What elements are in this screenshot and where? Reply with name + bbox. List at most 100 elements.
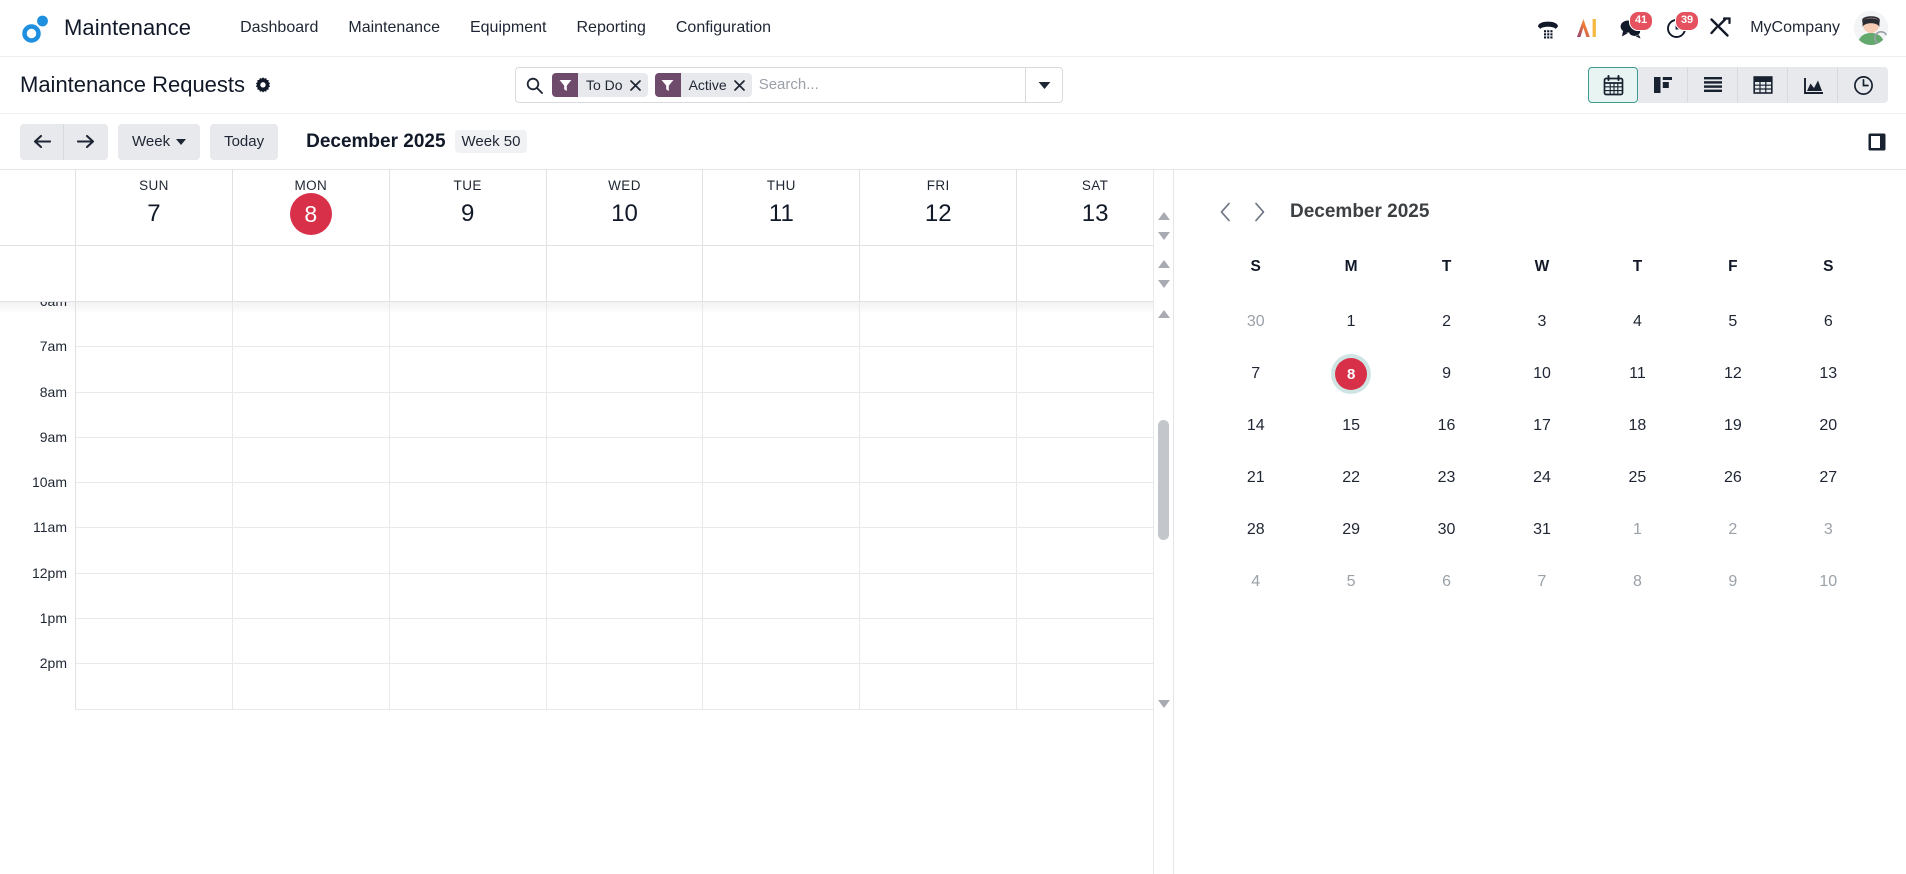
- day-header-thu[interactable]: THU 11: [703, 170, 861, 245]
- time-slot[interactable]: [860, 664, 1017, 710]
- close-icon[interactable]: [733, 79, 752, 91]
- time-slot[interactable]: [703, 393, 860, 438]
- all-day-cell-sun[interactable]: [76, 246, 233, 301]
- mini-day[interactable]: 29: [1342, 521, 1361, 538]
- mini-day[interactable]: 28: [1246, 521, 1265, 538]
- mini-day[interactable]: 22: [1342, 469, 1361, 486]
- time-slot[interactable]: [1017, 619, 1173, 665]
- time-slot[interactable]: [1017, 528, 1173, 574]
- mini-day[interactable]: 27: [1819, 469, 1838, 486]
- view-kanban[interactable]: [1638, 67, 1688, 103]
- nav-equipment[interactable]: Equipment: [469, 19, 547, 36]
- time-slot[interactable]: [860, 483, 1017, 529]
- voip-phone-icon[interactable]: [1528, 9, 1568, 47]
- time-slot[interactable]: [546, 574, 703, 620]
- day-column-mon[interactable]: [232, 302, 390, 710]
- time-slot[interactable]: [703, 483, 860, 529]
- mini-day[interactable]: 10: [1533, 365, 1551, 382]
- time-slot[interactable]: [703, 574, 860, 620]
- time-slot[interactable]: [546, 664, 703, 710]
- chevron-right-icon[interactable]: [1242, 195, 1276, 229]
- today-button[interactable]: Today: [210, 123, 279, 160]
- view-activity[interactable]: [1838, 67, 1888, 103]
- mini-day[interactable]: 8: [1632, 573, 1642, 590]
- time-slot[interactable]: [546, 483, 703, 529]
- time-slot[interactable]: [76, 483, 232, 529]
- view-list[interactable]: [1688, 67, 1738, 103]
- mini-day[interactable]: 24: [1533, 469, 1551, 486]
- time-slot[interactable]: [703, 438, 860, 484]
- mini-day[interactable]: 31: [1533, 521, 1551, 538]
- calendar-vertical-scrollbar[interactable]: [1153, 170, 1173, 874]
- time-slot[interactable]: [389, 347, 546, 393]
- time-slot[interactable]: [232, 302, 389, 348]
- all-day-cell-wed[interactable]: [547, 246, 704, 301]
- time-slot[interactable]: [232, 347, 389, 393]
- time-slot[interactable]: [703, 302, 860, 348]
- all-day-cell-thu[interactable]: [703, 246, 861, 301]
- scrollbar-thumb[interactable]: [1158, 420, 1169, 540]
- time-slot[interactable]: [1017, 664, 1173, 710]
- filter-facet-active[interactable]: Active: [654, 73, 752, 97]
- mini-day[interactable]: 30: [1246, 313, 1265, 330]
- ai-icon[interactable]: [1568, 9, 1608, 47]
- all-day-cell-sat[interactable]: [1017, 246, 1173, 301]
- time-slot[interactable]: [232, 393, 389, 438]
- view-graph[interactable]: [1788, 67, 1838, 103]
- company-switcher[interactable]: MyCompany: [1750, 19, 1840, 36]
- nav-reporting[interactable]: Reporting: [576, 19, 646, 36]
- odoo-logo-icon[interactable]: [20, 11, 54, 45]
- mini-day[interactable]: 12: [1723, 365, 1742, 382]
- time-slot[interactable]: [546, 347, 703, 393]
- gear-icon[interactable]: [254, 76, 272, 94]
- scroll-down-arrow[interactable]: [1158, 700, 1170, 708]
- time-slot[interactable]: [1017, 438, 1173, 484]
- time-slot[interactable]: [703, 528, 860, 574]
- mini-day[interactable]: 16: [1437, 417, 1456, 434]
- mini-day[interactable]: 19: [1723, 417, 1742, 434]
- mini-day[interactable]: 3: [1537, 313, 1547, 330]
- day-header-sun[interactable]: SUN 7: [76, 170, 233, 245]
- nav-configuration[interactable]: Configuration: [675, 19, 772, 36]
- time-slot[interactable]: [232, 619, 389, 665]
- time-slot[interactable]: [389, 619, 546, 665]
- arrow-left-icon[interactable]: [20, 123, 64, 160]
- scroll-up-arrow[interactable]: [1158, 212, 1170, 220]
- maintenance-tools-icon[interactable]: [1700, 9, 1740, 47]
- mini-day[interactable]: 5: [1728, 313, 1738, 330]
- time-slot[interactable]: [389, 574, 546, 620]
- side-panel-toggle-icon[interactable]: [1866, 131, 1888, 153]
- day-column-tue[interactable]: [389, 302, 547, 710]
- time-slot[interactable]: [76, 574, 232, 620]
- time-slot[interactable]: [389, 302, 546, 348]
- all-day-cell-fri[interactable]: [860, 246, 1018, 301]
- mini-day[interactable]: 17: [1533, 417, 1551, 434]
- mini-day[interactable]: 23: [1437, 469, 1456, 486]
- mini-day-today[interactable]: 8: [1303, 348, 1398, 400]
- time-slot[interactable]: [546, 302, 703, 348]
- scroll-up-arrow[interactable]: [1158, 310, 1170, 318]
- nav-dashboard[interactable]: Dashboard: [240, 19, 319, 36]
- time-slot[interactable]: [76, 393, 232, 438]
- view-pivot[interactable]: [1738, 67, 1788, 103]
- user-avatar[interactable]: [1854, 11, 1888, 45]
- time-slot[interactable]: [389, 664, 546, 710]
- time-slot[interactable]: [76, 438, 232, 484]
- mini-day[interactable]: 4: [1632, 313, 1642, 330]
- all-day-cell-tue[interactable]: [390, 246, 547, 301]
- activities-clock-icon[interactable]: 39: [1654, 9, 1700, 47]
- mini-day[interactable]: 11: [1629, 365, 1646, 382]
- mini-day[interactable]: 18: [1628, 417, 1647, 434]
- search-input[interactable]: [758, 76, 1025, 93]
- mini-day[interactable]: 14: [1246, 417, 1265, 434]
- time-slot[interactable]: [546, 393, 703, 438]
- filter-facet-todo[interactable]: To Do: [552, 73, 648, 97]
- time-slot[interactable]: [860, 619, 1017, 665]
- day-column-sat[interactable]: [1017, 302, 1173, 710]
- scroll-up-arrow[interactable]: [1158, 260, 1170, 268]
- time-slot[interactable]: [389, 483, 546, 529]
- time-slot[interactable]: [76, 619, 232, 665]
- scale-select-week[interactable]: Week: [118, 123, 201, 160]
- mini-day[interactable]: 26: [1723, 469, 1742, 486]
- time-slot[interactable]: [703, 347, 860, 393]
